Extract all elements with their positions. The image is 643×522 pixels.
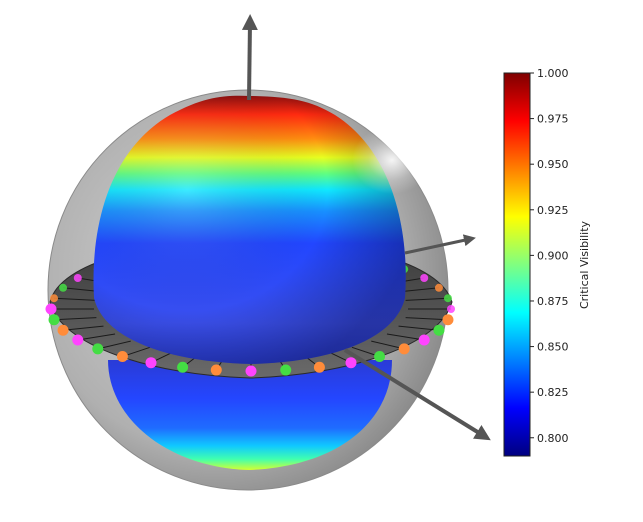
colorbar-tick-label: 0.800 (537, 432, 569, 445)
ring-marker (210, 364, 222, 376)
ring-marker (59, 283, 68, 292)
colorbar-tick-label: 1.000 (537, 67, 569, 80)
ring-marker (57, 324, 69, 336)
ring-marker (443, 294, 452, 303)
x-axis-arrow (343, 348, 491, 441)
colorbar-tick-label: 0.900 (537, 249, 569, 262)
ring-spoke (97, 340, 131, 350)
z-axis-arrow (241, 14, 258, 101)
ring-marker (72, 334, 84, 346)
colorbar-gradient (503, 72, 531, 457)
colorbar-tick-label: 0.950 (537, 158, 569, 171)
ring-marker (447, 305, 455, 313)
ring-marker (374, 350, 386, 362)
ring-marker (116, 350, 128, 362)
ring-marker (313, 361, 325, 373)
ring-marker (280, 364, 292, 376)
upper-hemisphere-shading (93, 95, 406, 364)
colorbar-tick-label: 0.850 (537, 341, 569, 354)
ring-spoke (386, 333, 425, 341)
ring-spoke (54, 297, 97, 301)
ring-spoke (63, 325, 104, 331)
ring-marker (48, 314, 60, 326)
colorbar-tick-label: 0.975 (537, 113, 569, 126)
colorbar-tick-label: 0.925 (537, 204, 569, 217)
ring-spoke (77, 333, 116, 341)
ring-marker (433, 324, 445, 336)
ring-spoke (371, 340, 405, 350)
y-axis-arrow (404, 234, 476, 255)
ring-spoke (398, 325, 439, 331)
ring-marker (442, 314, 454, 326)
ring-marker (92, 343, 104, 355)
ring-marker (398, 343, 410, 355)
ring-marker (418, 334, 430, 346)
colorbar-tick-label: 0.825 (537, 386, 569, 399)
ring-marker (434, 283, 443, 292)
sphere-visualization (45, 14, 491, 491)
ring-spoke (54, 317, 97, 321)
colorbar-label: Critical Visibility (578, 220, 591, 309)
ring-marker (73, 274, 82, 282)
lower-hemisphere-surface (108, 360, 392, 470)
colorbar-tick-label: 0.875 (537, 295, 569, 308)
colorbar-ticks: 1.000 0.975 0.950 0.925 0.900 0.875 0.850 0.825… (530, 67, 569, 445)
colorbar: 1.000 0.975 0.950 0.925 0.900 0.875 0.850 0.825… (503, 67, 591, 457)
ring-spoke (405, 317, 448, 321)
ring-marker (420, 274, 429, 282)
ring-marker (345, 357, 357, 369)
ring-marker (50, 294, 59, 303)
ring-marker (245, 365, 257, 377)
ring-marker (177, 361, 189, 373)
specular-highlight (352, 126, 432, 194)
ring-spoke (405, 297, 448, 301)
ring-marker (45, 303, 57, 315)
ring-marker (145, 357, 157, 369)
